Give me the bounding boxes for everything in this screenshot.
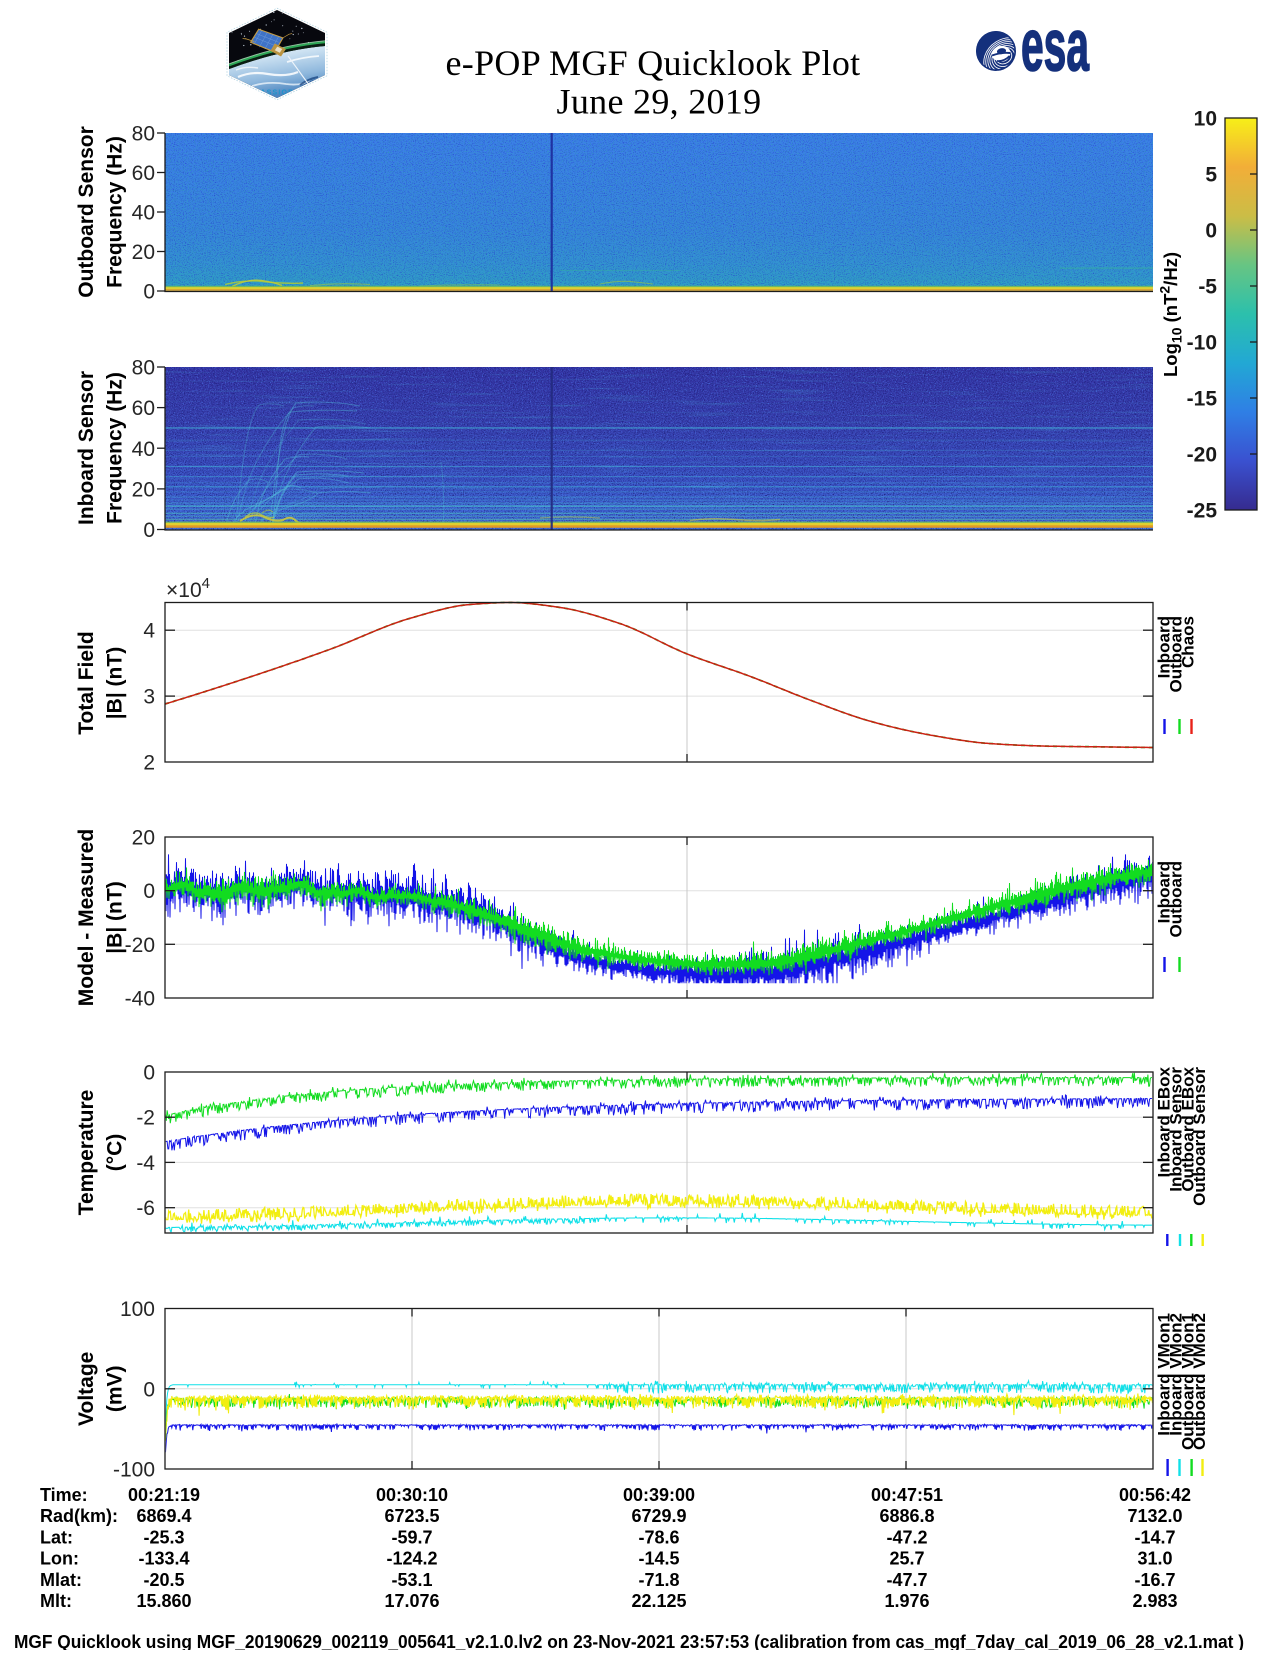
svg-text:2.983: 2.983 [1132, 1591, 1177, 1611]
svg-text:0: 0 [143, 281, 155, 304]
svg-text:-4: -4 [136, 1152, 155, 1175]
svg-text:1.976: 1.976 [884, 1591, 929, 1611]
svg-text:Mlt:: Mlt: [40, 1591, 72, 1611]
svg-text:Frequency (Hz): Frequency (Hz) [104, 136, 127, 288]
svg-text:(°C): (°C) [104, 1134, 127, 1172]
svg-text:60: 60 [132, 162, 155, 185]
svg-text:7132.0: 7132.0 [1127, 1506, 1182, 1526]
svg-text:-14.5: -14.5 [638, 1549, 679, 1569]
svg-text:0: 0 [143, 880, 155, 903]
svg-text:-15: -15 [1187, 388, 1218, 411]
svg-text:17.076: 17.076 [384, 1591, 439, 1611]
svg-text:60: 60 [132, 397, 155, 420]
svg-text:0: 0 [143, 519, 155, 542]
svg-text:100: 100 [120, 1298, 155, 1321]
svg-text:6869.4: 6869.4 [136, 1506, 191, 1526]
svg-text:4: 4 [143, 620, 155, 643]
svg-text:Outboard Sensor: Outboard Sensor [75, 126, 98, 298]
svg-text:20: 20 [132, 478, 155, 501]
svg-text:3: 3 [143, 686, 155, 709]
svg-text:0: 0 [143, 1378, 155, 1401]
svg-text:-2: -2 [136, 1107, 155, 1130]
svg-text:22.125: 22.125 [631, 1591, 686, 1611]
svg-text:Outboard: Outboard [1166, 861, 1185, 938]
svg-text:-59.7: -59.7 [391, 1527, 432, 1547]
svg-text:0: 0 [1205, 220, 1217, 243]
svg-text:Inboard VMon2: Inboard VMon2 [1166, 1313, 1185, 1436]
svg-text:Outboard VMon2: Outboard VMon2 [1190, 1313, 1209, 1450]
svg-text:Outboard EBox: Outboard EBox [1178, 1066, 1197, 1191]
svg-text:Inboard VMon1: Inboard VMon1 [1155, 1313, 1174, 1436]
svg-text:Outboard VMon1: Outboard VMon1 [1178, 1313, 1197, 1450]
svg-text:|B| (nT): |B| (nT) [104, 647, 127, 719]
svg-text:-16.7: -16.7 [1134, 1570, 1175, 1590]
svg-text:Chaos: Chaos [1178, 616, 1197, 668]
svg-text:40: 40 [132, 202, 155, 225]
svg-text:Inboard: Inboard [1155, 861, 1174, 923]
svg-text:-53.1: -53.1 [391, 1570, 432, 1590]
svg-text:Inboard Sensor: Inboard Sensor [1166, 1067, 1185, 1192]
svg-text:-40: -40 [125, 988, 155, 1011]
svg-text:20: 20 [132, 827, 155, 850]
svg-text:10: 10 [1194, 108, 1217, 131]
svg-text:00:47:51: 00:47:51 [871, 1485, 943, 1505]
svg-text:-124.2: -124.2 [386, 1549, 437, 1569]
svg-text:(mV): (mV) [104, 1365, 127, 1412]
svg-text:5: 5 [1205, 164, 1217, 187]
svg-text:Outboard Sensor: Outboard Sensor [1190, 1067, 1209, 1206]
svg-text:-5: -5 [1198, 276, 1217, 299]
svg-text:Total Field: Total Field [75, 631, 98, 734]
svg-text:|B| (nT): |B| (nT) [104, 881, 127, 953]
svg-text:Inboard Sensor: Inboard Sensor [75, 371, 98, 525]
svg-text:June 29, 2019: June 29, 2019 [557, 82, 762, 122]
svg-text:Inboard EBox: Inboard EBox [1155, 1066, 1174, 1177]
svg-text:-14.7: -14.7 [1134, 1527, 1175, 1547]
svg-text:MGF Quicklook using MGF_201906: MGF Quicklook using MGF_20190629_002119_… [14, 1632, 1244, 1650]
svg-text:-6: -6 [136, 1197, 155, 1220]
svg-text:-20.5: -20.5 [143, 1570, 184, 1590]
svg-text:e-POP MGF Quicklook Plot: e-POP MGF Quicklook Plot [446, 43, 861, 83]
svg-text:Frequency (Hz): Frequency (Hz) [104, 372, 127, 524]
svg-text:-133.4: -133.4 [138, 1549, 189, 1569]
svg-text:-10: -10 [1187, 332, 1217, 355]
svg-text:Outboard: Outboard [1166, 616, 1185, 693]
svg-text:25.7: 25.7 [889, 1549, 924, 1569]
svg-text:-47.7: -47.7 [886, 1570, 927, 1590]
svg-text:Temperature: Temperature [75, 1090, 98, 1216]
svg-text:-20: -20 [1187, 444, 1217, 467]
svg-text:40: 40 [132, 438, 155, 461]
svg-text:-78.6: -78.6 [638, 1527, 679, 1547]
svg-text:31.0: 31.0 [1137, 1549, 1172, 1569]
svg-text:Inboard: Inboard [1155, 616, 1174, 678]
svg-text:-47.2: -47.2 [886, 1527, 927, 1547]
svg-text:00:56:42: 00:56:42 [1119, 1485, 1191, 1505]
svg-text:0: 0 [143, 1062, 155, 1085]
svg-text:Lon:: Lon: [40, 1549, 79, 1569]
svg-text:00:30:10: 00:30:10 [376, 1485, 448, 1505]
svg-text:-25.3: -25.3 [143, 1527, 184, 1547]
svg-text:Time:: Time: [40, 1485, 88, 1505]
svg-text:15.860: 15.860 [136, 1591, 191, 1611]
svg-text:Voltage: Voltage [75, 1352, 98, 1426]
svg-text:6729.9: 6729.9 [631, 1506, 686, 1526]
svg-text:-25: -25 [1187, 500, 1218, 523]
svg-text:6723.5: 6723.5 [384, 1506, 439, 1526]
svg-text:esa: esa [1021, 6, 1090, 87]
svg-text:Model - Measured: Model - Measured [75, 829, 98, 1006]
svg-text:00:39:00: 00:39:00 [623, 1485, 695, 1505]
svg-text:6886.8: 6886.8 [879, 1506, 934, 1526]
svg-text:-100: -100 [113, 1459, 155, 1482]
svg-text:Log10 (nT2/Hz): Log10 (nT2/Hz) [1157, 252, 1185, 377]
svg-text:Lat:: Lat: [40, 1527, 73, 1547]
svg-text:00:21:19: 00:21:19 [128, 1485, 200, 1505]
svg-text:80: 80 [132, 123, 155, 146]
svg-text:2: 2 [143, 752, 155, 775]
svg-text:80: 80 [132, 357, 155, 380]
svg-text:Rad(km):: Rad(km): [40, 1506, 118, 1526]
svg-text:CASSIOPE: CASSIOPE [254, 90, 300, 97]
svg-text:20: 20 [132, 241, 155, 264]
svg-text:-20: -20 [125, 934, 155, 957]
svg-text:Mlat:: Mlat: [40, 1570, 82, 1590]
svg-text:-71.8: -71.8 [638, 1570, 679, 1590]
